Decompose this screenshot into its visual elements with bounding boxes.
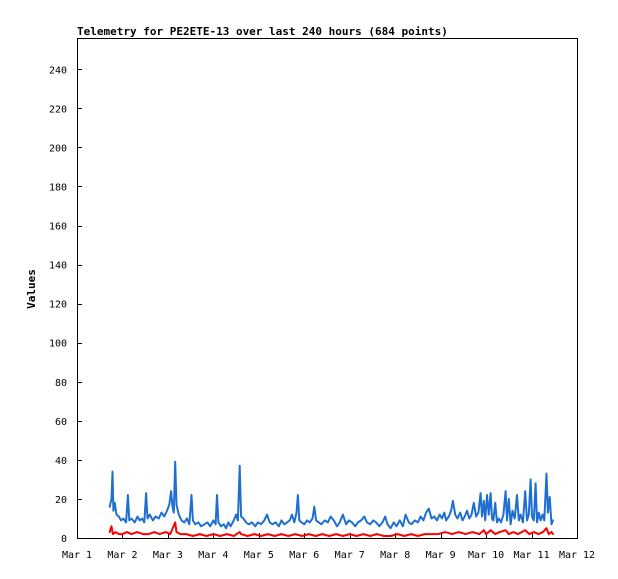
x-tick-label: Mar 9 [426, 550, 456, 561]
x-tick-label: Mar 10 [468, 550, 504, 561]
y-tick-label: 120 [49, 300, 67, 311]
y-tick-label: 160 [49, 222, 67, 233]
y-tick-label: 80 [55, 378, 67, 389]
y-tick-label: 220 [49, 104, 67, 115]
y-tick-label: 180 [49, 182, 67, 193]
y-tick-label: 140 [49, 261, 67, 272]
x-tick-label: Mar 7 [335, 550, 365, 561]
x-tick-label: Mar 1 [62, 550, 92, 561]
x-tick-label: Mar 12 [559, 550, 595, 561]
y-axis-ticks: 0 20 40 60 80 100 120 140 160 180 200 220 240 [49, 65, 82, 545]
x-tick-label: Mar 11 [513, 550, 549, 561]
x-tick-label: Mar 2 [107, 550, 137, 561]
series-group [108, 460, 554, 537]
x-tick-label: Mar 6 [289, 550, 319, 561]
y-tick-label: 100 [49, 339, 67, 350]
y-tick-label: 240 [49, 65, 67, 76]
x-tick-label: Mar 8 [380, 550, 410, 561]
plot-frame [77, 38, 578, 539]
y-tick-label: 0 [61, 534, 67, 545]
x-axis-ticks: Mar 1 Mar 2 Mar 3 Mar 4 Mar 5 Mar 6 Mar 7 Mar 8… [62, 533, 595, 561]
series-line-1 [108, 460, 554, 530]
x-tick-label: Mar 5 [244, 550, 274, 561]
y-axis-label: Values [25, 269, 38, 309]
y-tick-label: 60 [55, 417, 67, 428]
chart-title: Telemetry for PE2ETE-13 over last 240 ho… [77, 25, 448, 38]
y-tick-label: 40 [55, 456, 67, 467]
y-tick-label: 200 [49, 143, 67, 154]
x-tick-label: Mar 3 [153, 550, 183, 561]
y-tick-label: 20 [55, 495, 67, 506]
series-line-2 [108, 521, 554, 537]
x-tick-label: Mar 4 [198, 550, 228, 561]
